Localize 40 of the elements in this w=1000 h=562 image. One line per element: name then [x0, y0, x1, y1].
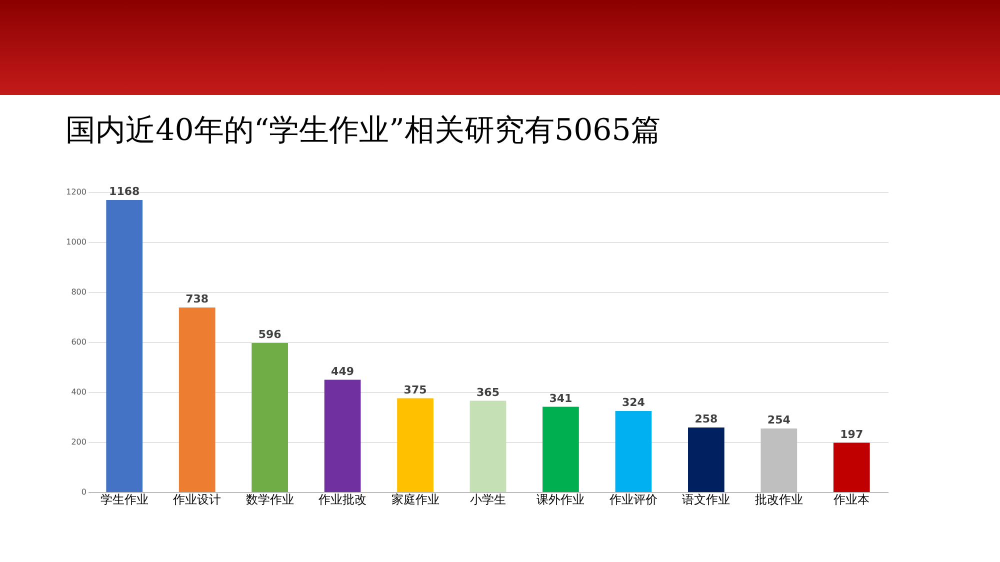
- x-tick-label: 家庭作业: [391, 492, 440, 506]
- data-label: 1168: [109, 185, 140, 198]
- bar: [178, 308, 216, 492]
- bar: [688, 428, 724, 492]
- x-tick-label: 语文作业: [682, 492, 730, 506]
- y-tick-label: 800: [71, 288, 86, 296]
- data-label: 596: [258, 328, 282, 341]
- y-tick-label: 400: [71, 388, 86, 396]
- y-tick-label: 600: [71, 338, 86, 346]
- x-tick-label: 作业设计: [172, 492, 222, 506]
- x-tick-label: 作业批改: [318, 492, 367, 506]
- bar: [252, 343, 288, 492]
- x-tick-label: 学生作业: [100, 492, 148, 506]
- bar: [833, 442, 870, 492]
- bar: [106, 200, 143, 492]
- x-tick-label: 作业本: [832, 492, 870, 506]
- data-label: 341: [549, 392, 572, 405]
- data-label: 365: [476, 386, 500, 399]
- data-label: 324: [622, 396, 646, 409]
- bar: [542, 406, 579, 492]
- bar: [397, 398, 434, 492]
- y-tick-label: 200: [71, 438, 86, 446]
- x-tick-label: 批改作业: [754, 492, 803, 506]
- data-label: 254: [767, 414, 791, 426]
- bar: [324, 380, 361, 492]
- y-tick-label: 0: [81, 488, 86, 496]
- y-tick-label: 1200: [66, 188, 86, 196]
- data-label: 738: [186, 292, 209, 306]
- bar: [470, 400, 506, 492]
- x-tick-label: 数学作业: [246, 492, 294, 506]
- x-tick-label: 作业评价: [608, 492, 658, 506]
- chart-title: 国内近40年的“学生作业”相关研究有5065篇: [66, 113, 661, 148]
- data-label: 375: [404, 383, 427, 396]
- x-tick-label: 课外作业: [536, 492, 585, 506]
- data-label: 449: [331, 364, 354, 378]
- bar: [615, 411, 652, 492]
- y-tick-label: 1000: [66, 238, 86, 246]
- x-tick-label: 小学生: [470, 492, 506, 506]
- data-label: 197: [840, 428, 864, 441]
- data-label: 258: [694, 412, 718, 426]
